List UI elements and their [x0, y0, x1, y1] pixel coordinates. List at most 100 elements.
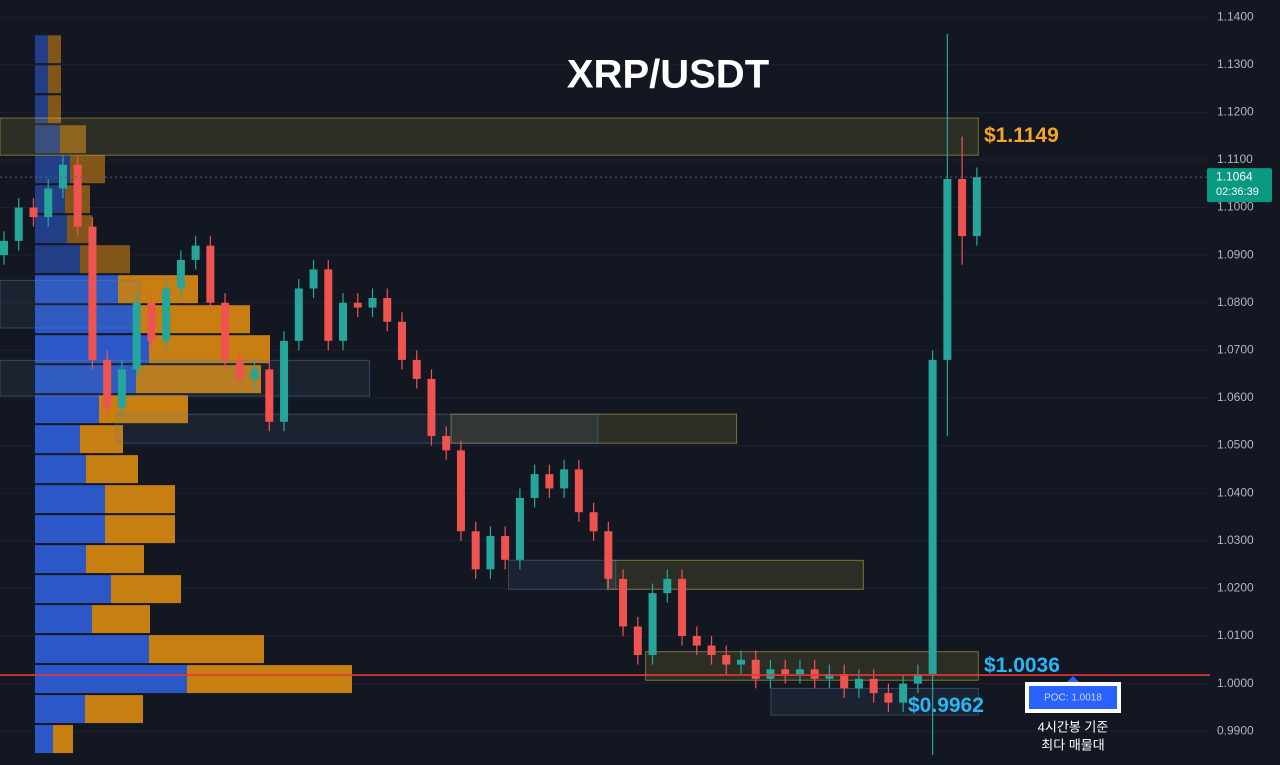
profile-sell — [48, 65, 61, 94]
countdown-label: 02:36:39 — [1216, 186, 1259, 198]
profile-buy — [35, 125, 60, 154]
profile-sell — [60, 125, 86, 154]
candle-body — [324, 269, 333, 341]
candle-body — [235, 359, 244, 379]
candle-body — [589, 512, 598, 532]
candle-body — [604, 531, 613, 579]
profile-sell — [105, 515, 175, 544]
profile-sell — [187, 665, 352, 694]
profile-buy — [35, 305, 140, 334]
candle-body — [840, 674, 849, 689]
candle-body — [29, 207, 38, 218]
profile-buy — [35, 665, 187, 694]
profile-sell — [111, 575, 181, 604]
candle-body — [707, 645, 716, 656]
y-tick-label: 1.1100 — [1217, 152, 1253, 166]
zone — [508, 559, 617, 590]
profile-buy — [35, 695, 85, 724]
y-tick-label: 1.0200 — [1217, 581, 1254, 595]
candle-body — [781, 669, 790, 675]
candle-body — [456, 450, 465, 532]
zone — [450, 413, 738, 444]
candle-body — [427, 378, 436, 437]
candle-body — [515, 497, 524, 560]
y-tick-label: 1.0600 — [1217, 390, 1254, 404]
y-tick-label: 1.0100 — [1217, 628, 1254, 642]
profile-buy — [35, 485, 105, 514]
candle-body — [899, 683, 908, 703]
candle-body — [412, 359, 421, 379]
candle-body — [103, 359, 112, 408]
profile-buy — [35, 515, 105, 544]
candle-body — [58, 164, 67, 189]
profile-buy — [35, 95, 48, 124]
candle-body — [884, 693, 893, 703]
candle-body — [162, 288, 171, 341]
profile-sell — [99, 395, 188, 424]
candle-body — [751, 659, 760, 679]
candle-body — [869, 678, 878, 694]
candle-body — [545, 474, 554, 489]
candle-body — [619, 578, 628, 627]
candle-body — [353, 302, 362, 308]
zone — [0, 359, 371, 397]
candle-body — [766, 669, 775, 679]
profile-sell — [48, 95, 61, 124]
profile-buy — [35, 725, 53, 754]
y-tick-label: 1.1200 — [1217, 105, 1254, 119]
candle-body — [958, 178, 967, 237]
candle-body — [633, 626, 642, 656]
candle-body — [383, 298, 392, 322]
poc-pointer — [1067, 676, 1079, 682]
profile-buy — [35, 545, 86, 574]
candle-body — [913, 674, 922, 684]
candle-body — [206, 245, 215, 303]
profile-sell — [92, 605, 150, 634]
y-tick-label: 1.0300 — [1217, 533, 1254, 547]
candle-body — [943, 178, 952, 360]
candle-body — [117, 369, 126, 408]
zone — [606, 559, 864, 590]
candle-body — [795, 669, 804, 675]
profile-sell — [80, 425, 123, 454]
profile-buy — [35, 635, 149, 664]
candle-body — [442, 436, 451, 451]
candle-body — [191, 245, 200, 260]
profile-buy — [35, 65, 48, 94]
candle-body — [530, 474, 539, 498]
y-tick-label: 1.1000 — [1217, 200, 1254, 214]
candle-body — [265, 369, 274, 422]
candle-body — [280, 340, 289, 422]
candle-body — [44, 188, 53, 218]
poc-box — [1029, 686, 1117, 709]
candle-body — [0, 240, 8, 256]
candle-body — [486, 536, 495, 570]
candle-body — [88, 226, 97, 360]
profile-buy — [35, 395, 99, 424]
poc-note: 4시간봉 기준 — [1038, 719, 1109, 734]
profile-buy — [35, 575, 111, 604]
candle-body — [648, 593, 657, 656]
profile-sell — [105, 485, 175, 514]
candle-body — [810, 669, 819, 679]
candle-body — [294, 288, 303, 341]
price-annotation: $1.1149 — [984, 124, 1059, 147]
profile-buy — [35, 455, 86, 484]
zone — [0, 279, 141, 329]
y-tick-label: 1.0000 — [1217, 676, 1254, 690]
candle-body — [73, 164, 82, 227]
profile-buy — [35, 605, 92, 634]
price-annotation: $1.0036 — [984, 654, 1060, 677]
candle-body — [147, 302, 156, 341]
candle-body — [471, 531, 480, 570]
candle-body — [825, 674, 834, 679]
candle-body — [176, 259, 185, 289]
candle-body — [14, 207, 23, 241]
y-tick-label: 0.9900 — [1217, 723, 1254, 737]
zone — [115, 413, 599, 444]
chart-title: XRP/USDT — [567, 53, 769, 97]
profile-sell — [48, 35, 61, 64]
profile-sell — [86, 545, 144, 574]
candle-body — [132, 302, 141, 370]
